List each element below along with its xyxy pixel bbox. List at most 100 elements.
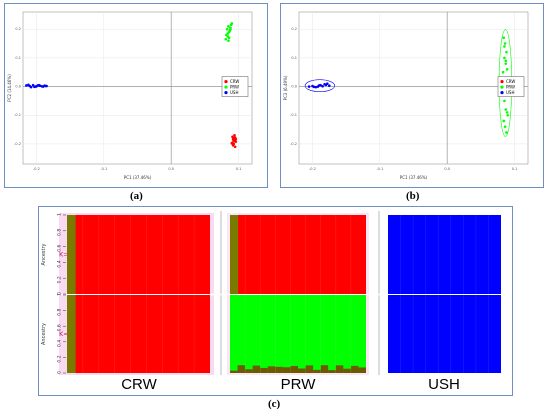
pca-plot-a-frame: -0.2 -0.1 0.0 0.1 0.2 0.1 0.0 -0.1 -0.2 PC1 (37.4… [4, 3, 268, 188]
y-tick-label: -0.2 [14, 142, 21, 146]
legend-box [221, 76, 249, 97]
ancestry-tick-label: 0.4 [57, 340, 63, 347]
x-tick-label: 0.0 [168, 167, 174, 171]
point-prw [501, 70, 505, 74]
legend-label-ush: USH [230, 90, 238, 95]
ancestry-tick-label: 0.6 [57, 244, 63, 251]
point-prw [505, 50, 508, 54]
k-label: K=2 [59, 251, 73, 259]
admixture-plot-frame: 0 0.2 0.4 0.6 0.8 1 Ancestry K=2 0 0.2 0.4 0.6 0.8 1 A… [38, 206, 513, 396]
legend-label-ush: USH [506, 90, 514, 95]
ancestry-tick-label: 0 [57, 292, 63, 295]
ancestry-bar-green [230, 295, 366, 373]
ancestry-tick-label: 0.2 [57, 276, 63, 283]
k-label: K=3 [59, 330, 73, 338]
ancestry-bar-red [230, 215, 366, 294]
point-prw [227, 39, 230, 42]
point-ush [307, 85, 311, 88]
y-tick-label: 0.0 [15, 85, 21, 89]
legend-label-crw: CRW [230, 79, 239, 84]
x-tick-label: 0.1 [236, 167, 242, 171]
ancestry-bar-mix [328, 370, 336, 373]
ancestry-bar-mix [230, 370, 238, 373]
ancestry-axis-label: Ancestry [41, 243, 47, 265]
ancestry-bar-mix [350, 365, 359, 373]
point-prw [505, 68, 509, 71]
point-ush [323, 82, 326, 86]
caption-a: (a) [130, 190, 143, 202]
point-ush [25, 84, 28, 87]
x-tick-label: -0.1 [376, 167, 383, 171]
y-axis-label: PC2 (14.46%) [7, 74, 12, 102]
y-tick-label: 0.2 [15, 27, 21, 31]
point-prw [226, 32, 230, 35]
y-tick-label: 0.0 [291, 85, 297, 89]
legend-label-prw: PRW [230, 84, 239, 89]
legend-marker-prw [224, 85, 228, 89]
point-ush [312, 85, 316, 89]
point-prw [505, 131, 508, 134]
ancestry-tick-label: 0.4 [57, 260, 63, 267]
ancestry-bar-mix [267, 366, 276, 373]
point-ush [44, 84, 48, 88]
ancestry-bar-mix [298, 368, 306, 373]
y-axis-label: PC3 (6.49%) [283, 75, 288, 100]
ancestry-bar-mix [260, 367, 268, 373]
point-ush [34, 85, 38, 88]
admixture-plot: 0 0.2 0.4 0.6 0.8 1 Ancestry K=2 0 0.2 0.4 0.6 0.8 1 A… [41, 211, 509, 393]
ancestry-axis-label: Ancestry [41, 323, 47, 345]
ancestry-bar-red [67, 295, 210, 373]
caption-c: (c) [268, 398, 281, 410]
legend-label-prw: PRW [506, 84, 515, 89]
ancestry-bar-mix [343, 368, 351, 373]
point-prw [503, 56, 506, 60]
ancestry-tick-label: 0 [57, 371, 63, 374]
y-tick-label: -0.2 [290, 142, 297, 146]
point-crw [233, 145, 237, 149]
ancestry-bar-mix [305, 365, 314, 373]
point-prw [230, 22, 234, 25]
point-prw [503, 125, 507, 129]
legend-marker-crw [500, 79, 504, 84]
ancestry-bar-red [67, 215, 210, 294]
point-ush [27, 83, 30, 87]
plot-area [298, 11, 529, 165]
point-prw [227, 25, 230, 28]
y-tick-label: 0.1 [291, 56, 297, 60]
ancestry-bar-mix [358, 367, 366, 373]
point-prw [225, 27, 229, 31]
ancestry-bar-mix [313, 369, 321, 373]
point-prw [505, 111, 509, 114]
point-crw [231, 144, 235, 147]
ancestry-bar-mix [335, 365, 344, 373]
pca-plot-b: -0.2 -0.1 0.0 0.1 0.2 0.1 0.0 -0.1 -0.2 PC1 (37.4… [283, 11, 529, 180]
point-prw [506, 113, 510, 117]
ancestry-tick-label: 1 [57, 213, 63, 216]
point-ush [325, 82, 329, 85]
pca-plot-a: -0.2 -0.1 0.0 0.1 0.2 0.1 0.0 -0.1 -0.2 PC1 (37.4… [7, 11, 253, 180]
legend-box [497, 76, 525, 97]
ancestry-bar-blue [388, 295, 501, 373]
group-label-ush: USH [428, 376, 460, 393]
ancestry-bar-mix [245, 369, 253, 373]
point-prw [502, 119, 506, 123]
ancestry-tick-label: 0.8 [57, 308, 63, 315]
point-prw [504, 59, 508, 63]
ancestry-bar-mix [282, 367, 291, 373]
point-prw [503, 99, 506, 103]
point-ush [29, 85, 33, 89]
point-ush [316, 85, 320, 88]
ancestry-bar-mix [320, 365, 329, 373]
ancestry-tick-label: 0.8 [57, 229, 63, 236]
point-prw [502, 36, 506, 40]
point-crw [230, 142, 234, 145]
legend-marker-crw [224, 79, 228, 84]
point-ush [37, 83, 41, 87]
point-crw [234, 140, 238, 143]
point-prw [504, 62, 508, 65]
ancestry-bar-mix [252, 365, 261, 373]
point-prw [227, 36, 231, 40]
group-label-crw: CRW [121, 376, 157, 393]
point-ush [328, 84, 331, 88]
point-crw [233, 134, 236, 137]
